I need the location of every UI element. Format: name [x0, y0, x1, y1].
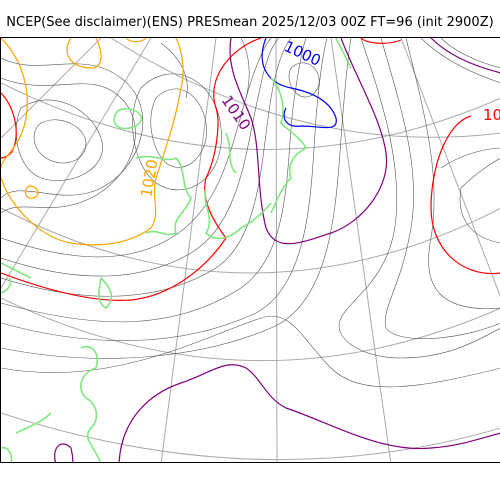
- isobar: [150, 88, 207, 168]
- isobar: [1, 38, 292, 297]
- isobar: [440, 147, 500, 169]
- isobar: [33, 119, 87, 164]
- isobar-1000-label: 1000: [281, 38, 323, 70]
- isobar-1030-line: [1, 38, 184, 246]
- latitude-line: [1, 412, 500, 461]
- isobar: [1, 38, 352, 359]
- isobar: [459, 158, 500, 244]
- pressure-map: 1000 1010 10 1020: [1, 38, 500, 462]
- isobar: [1, 57, 144, 199]
- coastline: [80, 346, 102, 462]
- isobar-1020-line: [430, 115, 500, 275]
- coastline: [15, 412, 52, 434]
- isobar: [132, 73, 222, 191]
- coastline: [1, 262, 32, 294]
- isobar-1010-line: [54, 443, 74, 462]
- isobar-1010-line: [118, 364, 500, 462]
- isobar: [1, 38, 307, 323]
- isobar: [240, 38, 250, 99]
- meridian-line: [1, 38, 152, 289]
- meridian-line: [160, 38, 217, 462]
- meridian-line: [330, 38, 392, 462]
- coastlines: [1, 38, 352, 462]
- meridian-line: [275, 38, 278, 462]
- meridian-line: [1, 38, 102, 139]
- isobar-1000-line: [261, 38, 337, 129]
- isobar: [1, 77, 136, 214]
- isobar-1020-line: [1, 92, 17, 159]
- isobar-1030-line: [1, 38, 28, 169]
- isobar-1020-line: [360, 38, 402, 44]
- isobar-1030-line: [125, 38, 147, 43]
- map-title: NCEP(See disclaimer)(ENS) PRESmean 2025/…: [6, 15, 494, 30]
- isobar-partial-label: 10: [483, 106, 500, 124]
- coastline: [270, 77, 308, 214]
- meridian-line: [400, 38, 500, 297]
- isobar-1020-line: [1, 38, 262, 301]
- isobar: [380, 38, 500, 339]
- isobar-1030-line: [66, 38, 102, 69]
- isobar: [1, 315, 500, 388]
- isobar-1030-line: [24, 185, 39, 199]
- coastline: [1, 446, 13, 462]
- isobar: [420, 38, 500, 83]
- isobar: [338, 38, 500, 359]
- latitude-line: [1, 297, 500, 362]
- coastline: [225, 132, 237, 174]
- coastline: [113, 107, 143, 130]
- isobar-1010-line: [430, 38, 500, 74]
- coastline: [204, 187, 272, 240]
- isobar: [1, 38, 328, 341]
- latitude-line: [1, 82, 500, 150]
- isobar: [1, 38, 272, 258]
- graticule: [1, 38, 500, 462]
- isobar: [440, 38, 500, 69]
- isobars-thin: [1, 38, 500, 388]
- coastline: [98, 277, 113, 309]
- coastline: [135, 155, 192, 236]
- isobar: [1, 38, 280, 277]
- coastline: [335, 38, 352, 69]
- isobar: [15, 99, 103, 181]
- map-area: 1000 1010 10 1020: [0, 37, 500, 463]
- latitude-line: [1, 207, 500, 274]
- isobar-1010-line: [229, 38, 388, 245]
- isobar: [405, 38, 500, 309]
